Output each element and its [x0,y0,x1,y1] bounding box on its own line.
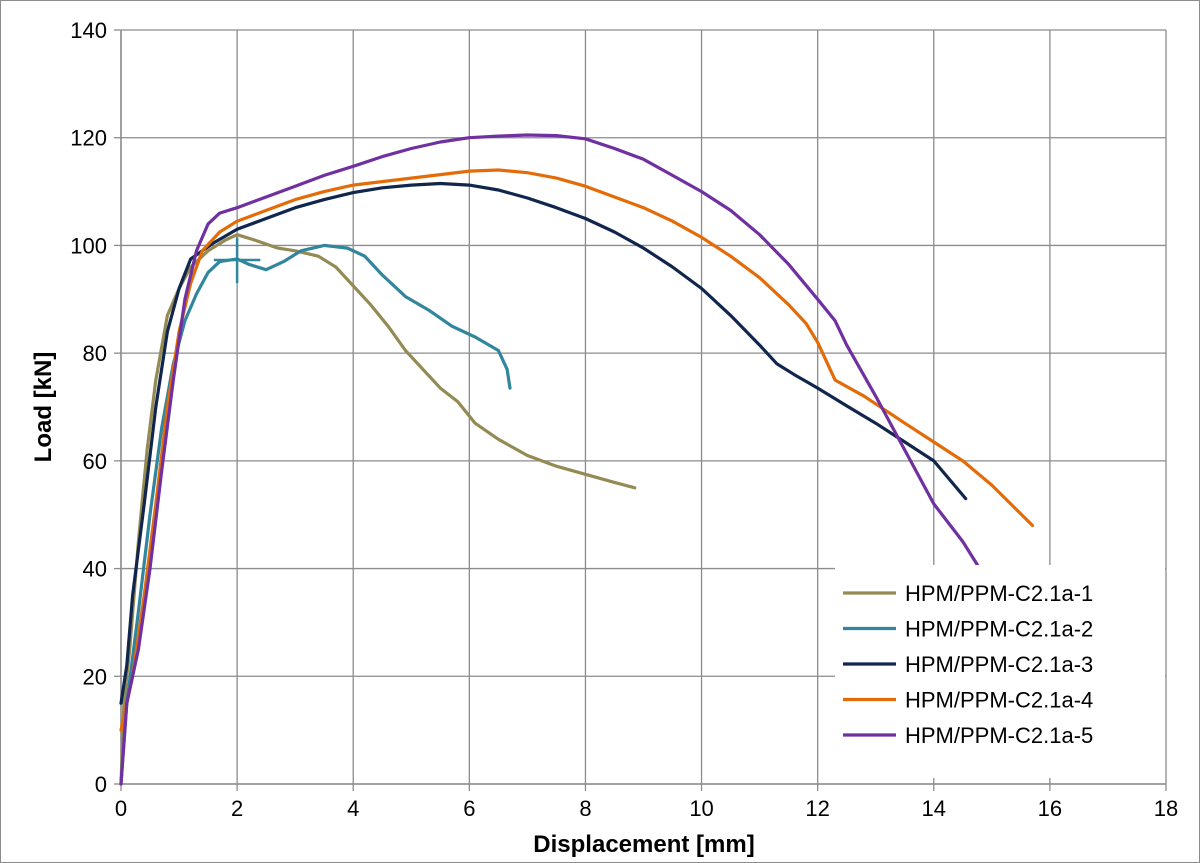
legend-label-5: HPM/PPM-C2.1a-5 [905,723,1093,748]
x-tick-label: 0 [115,796,127,821]
legend-box [835,565,1165,778]
y-tick-label: 0 [95,772,107,797]
x-tick-label: 14 [922,796,946,821]
series-line-5 [119,133,985,786]
x-tick-label: 16 [1038,796,1062,821]
series-line-4 [119,168,1035,732]
x-tick-label: 8 [579,796,591,821]
series-line-1 [119,233,637,786]
x-tick-label: 4 [347,796,359,821]
x-tick-label: 2 [231,796,243,821]
y-tick-label: 20 [83,664,107,689]
y-tick-label: 140 [70,18,107,43]
series-lines [119,133,1035,786]
y-axis-title: Load [kN] [30,352,57,463]
y-tick-label: 120 [70,126,107,151]
axes [114,29,1167,791]
legend-label-2: HPM/PPM-C2.1a-2 [905,617,1093,642]
x-tick-label: 18 [1154,796,1178,821]
y-tick-label: 40 [83,557,107,582]
y-tick-labels: 0 20 40 60 80 100 120 140 [70,18,107,797]
x-tick-label: 10 [689,796,713,821]
series-line-2 [119,243,512,786]
legend-label-3: HPM/PPM-C2.1a-3 [905,652,1093,677]
y-tick-label: 80 [83,341,107,366]
x-axis-title: Displacement [mm] [533,831,754,858]
x-tick-label: 6 [463,796,475,821]
series-line-3 [119,181,968,705]
legend-label-1: HPM/PPM-C2.1a-1 [905,581,1093,606]
y-tick-label: 60 [83,449,107,474]
x-tick-label: 12 [805,796,829,821]
legend-label-4: HPM/PPM-C2.1a-4 [905,688,1093,713]
y-tick-label: 100 [70,233,107,258]
x-tick-labels: 0 2 4 6 8 10 12 14 16 18 [115,796,1178,821]
legend: HPM/PPM-C2.1a-1 HPM/PPM-C2.1a-2 HPM/PPM-C2… [835,565,1165,778]
